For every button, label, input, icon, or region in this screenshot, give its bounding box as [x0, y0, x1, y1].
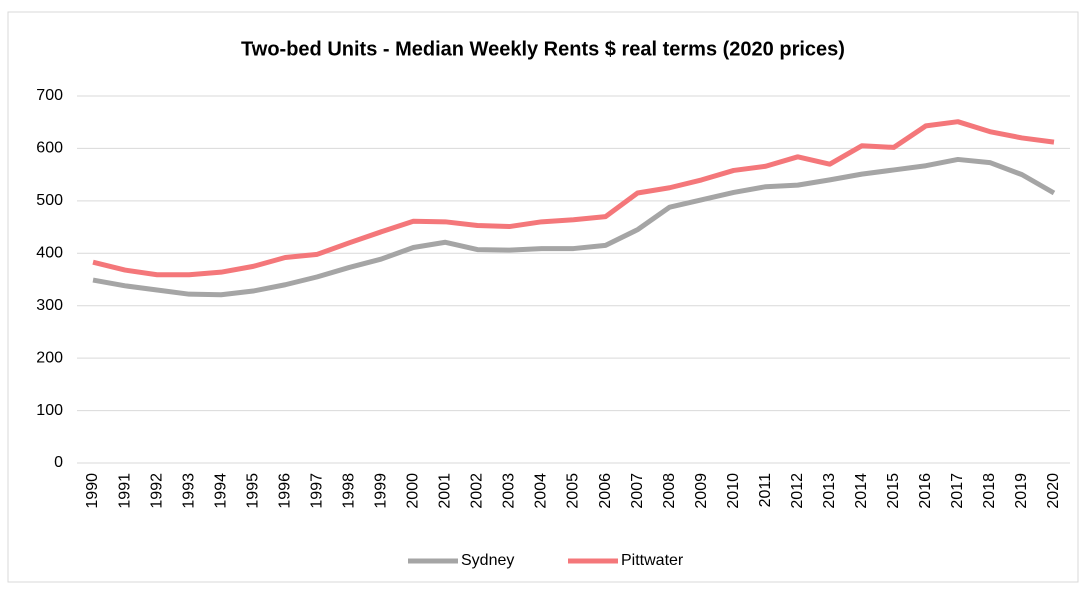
x-tick-label: 2001 — [437, 473, 454, 509]
line-series — [92, 156, 1056, 298]
x-tick-label: 2010 — [725, 473, 742, 509]
chart-frame — [7, 11, 1079, 583]
y-tick-label: 600 — [36, 140, 63, 157]
y-tick-label: 200 — [36, 349, 63, 366]
x-tick-label: 1998 — [340, 473, 357, 509]
legend-label: Sydney — [461, 552, 514, 569]
x-tick-label: 1993 — [180, 473, 197, 509]
x-tick-label: 2000 — [405, 473, 422, 509]
y-tick-label: 400 — [36, 245, 63, 262]
x-tick-label: 1990 — [84, 473, 101, 509]
x-tick-label: 2015 — [885, 473, 902, 509]
x-tick-label: 1991 — [116, 473, 133, 509]
x-tick-label: 1997 — [308, 473, 325, 509]
x-tick-label: 2005 — [565, 473, 582, 509]
x-tick-label: 2006 — [597, 473, 614, 509]
y-tick-label: 500 — [36, 192, 63, 209]
chart-title: Two-bed Units - Median Weekly Rents $ re… — [241, 38, 845, 60]
x-tick-label: 1994 — [212, 473, 229, 509]
x-tick-label: 1995 — [244, 473, 261, 509]
x-tick-label: 1996 — [276, 473, 293, 509]
x-tick-label: 1999 — [373, 473, 390, 509]
x-tick-label: 2008 — [661, 473, 678, 509]
y-tick-label: 300 — [36, 297, 63, 314]
x-tick-label: 2013 — [821, 473, 838, 509]
x-tick-label: 2012 — [789, 473, 806, 509]
y-tick-label: 0 — [54, 454, 63, 471]
x-tick-label: 2017 — [949, 473, 966, 509]
y-tick-label: 100 — [36, 402, 63, 419]
line-series — [92, 119, 1055, 278]
x-tick-label: 2016 — [917, 473, 934, 509]
x-tick-label: 2014 — [853, 473, 870, 509]
y-tick-label: 700 — [36, 87, 63, 104]
x-tick-label: 2002 — [469, 473, 486, 509]
x-tick-label: 2011 — [757, 473, 774, 508]
x-tick-label: 2009 — [693, 473, 710, 509]
legend-label: Pittwater — [621, 552, 684, 569]
x-tick-label: 2003 — [501, 473, 518, 509]
x-tick-label: 2018 — [981, 473, 998, 509]
x-tick-label: 2007 — [629, 473, 646, 509]
x-tick-label: 2020 — [1045, 473, 1062, 509]
x-tick-label: 1992 — [148, 473, 165, 509]
x-tick-label: 2004 — [533, 473, 550, 509]
x-tick-label: 2019 — [1013, 473, 1030, 509]
